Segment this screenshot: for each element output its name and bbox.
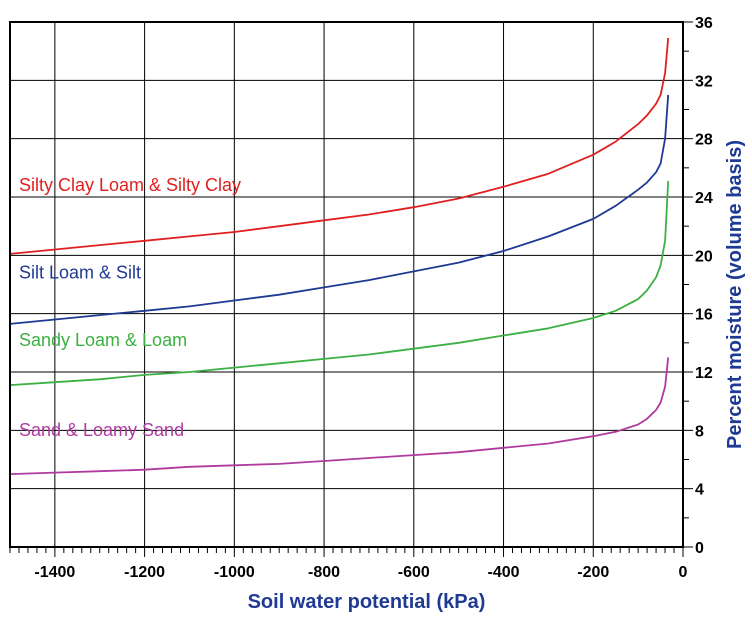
x-tick-labels: -1400 -1200 -1000 -800 -600 -400 -200 0	[34, 564, 687, 581]
x-tick-label: 0	[679, 564, 688, 581]
series-label-2: Silt Loam & Silt	[19, 263, 141, 283]
y-tick-label: 36	[695, 15, 713, 32]
x-tick-label: -1400	[34, 564, 75, 581]
y-tick-labels: 0 4 8 12 16 20 24 28 32 36	[695, 15, 713, 557]
y-tick-label: 12	[695, 365, 713, 382]
y-tick-label: 4	[695, 482, 704, 499]
series-line-2	[9, 94, 670, 325]
x-tick-label: -1000	[214, 564, 255, 581]
y-tick-label: 28	[695, 132, 713, 149]
y-tick-label: 32	[695, 73, 713, 90]
x-tick-label: -1200	[124, 564, 165, 581]
x-axis-title: Soil water potential (kPa)	[248, 591, 486, 613]
series-label-3: Sandy Loam & Loam	[19, 330, 187, 350]
x-tick-label: -600	[398, 564, 430, 581]
y-tick-label: 0	[695, 540, 704, 557]
series-lines	[9, 37, 670, 475]
x-tick-label: -400	[488, 564, 520, 581]
y-tick-label: 8	[695, 423, 704, 440]
x-tick-label: -800	[308, 564, 340, 581]
series-labels: Silty Clay Loam & Silty Clay Silt Loam & …	[19, 175, 241, 440]
series-line-4	[9, 357, 670, 475]
tick-marks	[9, 21, 693, 557]
y-tick-label: 24	[695, 190, 713, 207]
series-line-1	[9, 37, 670, 255]
y-axis-title: Percent moisture (volume basis)	[724, 140, 746, 449]
y-tick-label: 20	[695, 248, 713, 265]
series-label-4: Sand & Loamy Sand	[19, 420, 184, 440]
series-line-3	[9, 180, 670, 386]
y-tick-label: 16	[695, 307, 713, 324]
series-label-1: Silty Clay Loam & Silty Clay	[19, 175, 241, 195]
x-tick-label: -200	[577, 564, 609, 581]
